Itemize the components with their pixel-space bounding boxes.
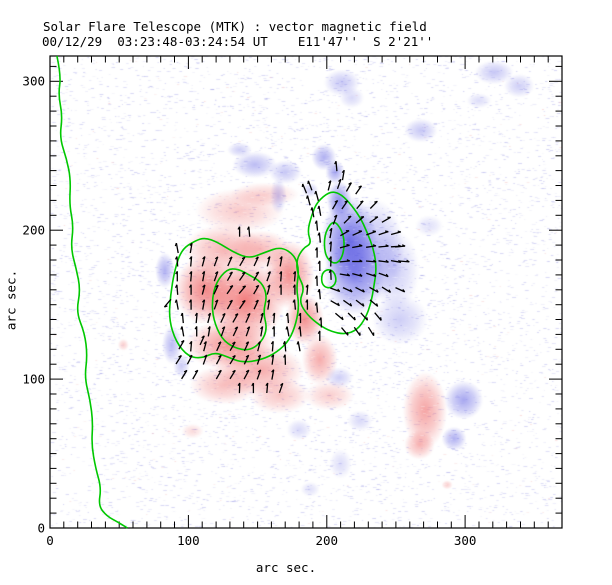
- y-tick-label: 0: [37, 520, 45, 536]
- y-tick-label: 100: [22, 371, 45, 387]
- x-tick-label: 0: [46, 533, 54, 548]
- contour-positive-core-inner: [211, 268, 267, 351]
- contour-negative-core-outer: [296, 191, 377, 335]
- contour-left-neutral-line: [56, 55, 128, 529]
- y-tick-label: 300: [22, 73, 45, 89]
- y-tick-label: 200: [22, 222, 45, 238]
- contour-negative-core-inner: [323, 221, 345, 264]
- x-tick-label: 200: [315, 533, 339, 548]
- contour-negative-core-small: [320, 269, 337, 289]
- plot-subtitle: 00/12/29 03:23:48-03:24:54 UT E11'47'' S…: [42, 34, 434, 49]
- contour-positive-core-outer: [168, 237, 300, 363]
- x-tick-label: 100: [177, 533, 200, 548]
- y-axis-label: arc sec.: [3, 269, 19, 331]
- plot-title: Solar Flare Telescope (MTK) : vector mag…: [43, 19, 427, 34]
- x-tick-label: 300: [453, 533, 477, 548]
- x-axis-label: arc sec.: [255, 560, 317, 575]
